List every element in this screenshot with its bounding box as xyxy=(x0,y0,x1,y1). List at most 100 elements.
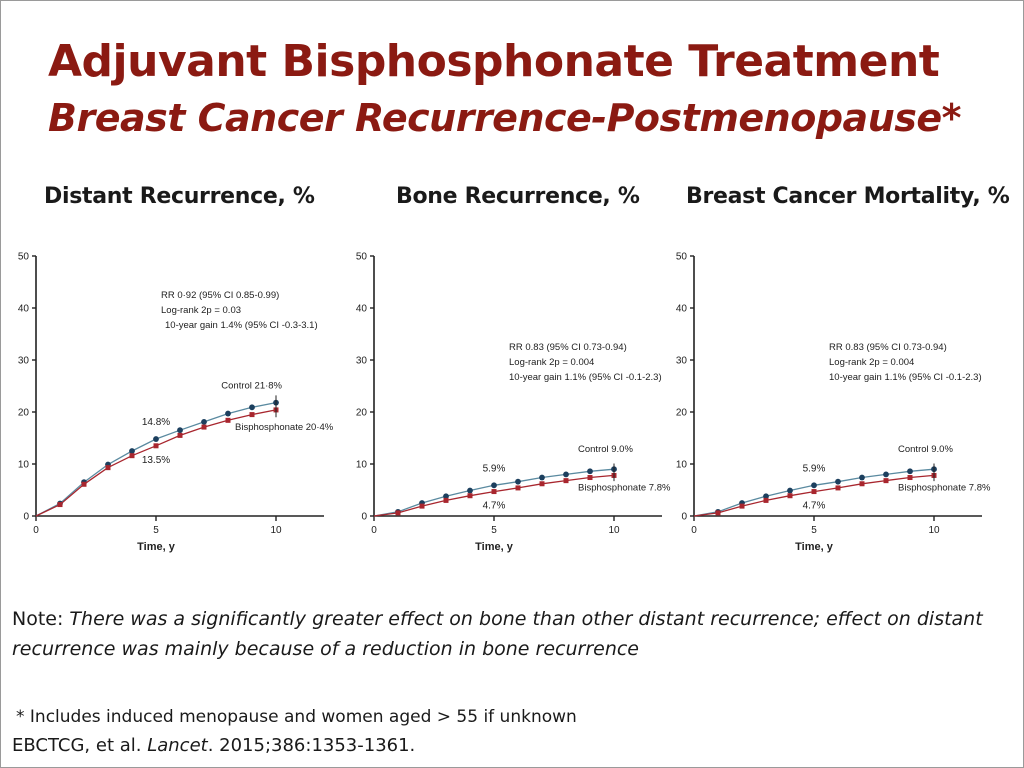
point-bisphosphonate xyxy=(715,510,721,516)
y-tick-label: 20 xyxy=(676,408,688,419)
footnote: * Includes induced menopause and women a… xyxy=(16,707,577,727)
x-tick-label: 0 xyxy=(33,525,39,536)
point-bisphosphonate xyxy=(811,489,817,495)
stats-line: Log-rank 2p = 0.03 xyxy=(161,305,241,316)
x-tick-label: 10 xyxy=(608,525,620,536)
label-control-end: Control 21·8% xyxy=(221,381,282,392)
point-control xyxy=(883,471,889,478)
y-tick-label: 40 xyxy=(356,304,368,315)
chart-title-breast-cancer-mortality: Breast Cancer Mortality, % xyxy=(686,184,1010,209)
point-control xyxy=(763,493,769,500)
chart-breast-cancer-mortality: 0 10 20 30 40 50 0 5 10 Time, y RR 0.83 (95% CI 0.… xyxy=(676,252,991,554)
point-bisphosphonate xyxy=(859,481,865,487)
point-bisphosphonate xyxy=(587,475,593,481)
point-bisphosphonate xyxy=(177,432,183,438)
stats-line: Log-rank 2p = 0.004 xyxy=(509,357,594,368)
y-tick-label: 10 xyxy=(676,460,688,471)
label-control-5y: 14.8% xyxy=(142,417,170,428)
label-bisphosphonate-5y: 4.7% xyxy=(803,501,826,512)
citation-authors: EBCTCG, et al. xyxy=(12,735,148,756)
note-text: There was a significantly greater effect… xyxy=(12,608,983,660)
point-bisphosphonate xyxy=(249,412,255,418)
point-bisphosphonate xyxy=(787,493,793,499)
point-control xyxy=(859,474,865,481)
stats-line: 10-year gain 1.1% (95% CI -0.1-2.3) xyxy=(829,372,982,383)
point-control xyxy=(515,478,521,485)
label-bisphosphonate-end: Bisphosphonate 7.8% xyxy=(578,482,671,493)
point-bisphosphonate xyxy=(419,503,425,509)
point-bisphosphonate xyxy=(105,465,111,471)
point-bisphosphonate xyxy=(443,497,449,503)
label-control-5y: 5.9% xyxy=(483,463,506,474)
point-bisphosphonate xyxy=(539,481,545,487)
chart-distant-recurrence: 0 10 20 30 40 50 0 5 10 Time, y RR 0·92 (95% CI 0.… xyxy=(18,252,334,554)
point-bisphosphonate xyxy=(201,424,207,430)
point-control xyxy=(491,482,497,489)
y-tick-label: 50 xyxy=(356,252,368,263)
point-bisphosphonate xyxy=(153,443,159,449)
slide-subtitle: Breast Cancer Recurrence-Postmenopause* xyxy=(48,96,962,140)
y-tick-label: 40 xyxy=(676,304,688,315)
x-tick-label: 5 xyxy=(811,525,817,536)
citation-journal: Lancet xyxy=(147,735,208,756)
point-bisphosphonate xyxy=(467,493,473,499)
point-bisphosphonate xyxy=(907,475,913,481)
y-tick-label: 10 xyxy=(356,460,368,471)
point-bisphosphonate xyxy=(395,510,401,516)
point-bisphosphonate xyxy=(225,417,231,423)
point-bisphosphonate xyxy=(129,453,135,459)
label-control-5y: 5.9% xyxy=(803,463,826,474)
point-bisphosphonate xyxy=(563,478,569,484)
slide-title: Adjuvant Bisphosphonate Treatment xyxy=(48,36,940,87)
chart-title-distant-recurrence: Distant Recurrence, % xyxy=(44,184,315,209)
point-control xyxy=(811,482,817,489)
x-axis-label: Time, y xyxy=(137,541,176,553)
y-tick-label: 50 xyxy=(676,252,688,263)
note: Note: There was a significantly greater … xyxy=(12,604,1012,664)
point-control xyxy=(467,487,473,494)
point-control xyxy=(787,487,793,494)
point-control xyxy=(153,436,159,442)
stats-line: RR 0.83 (95% CI 0.73-0.94) xyxy=(829,342,947,353)
y-tick-label: 0 xyxy=(361,512,367,523)
chart-bone-recurrence: 0 10 20 30 40 50 0 5 10 Time, y RR 0.83 (95% CI 0.… xyxy=(356,252,671,554)
point-bisphosphonate xyxy=(763,497,769,503)
label-bisphosphonate-5y: 13.5% xyxy=(142,455,170,466)
point-bisphosphonate xyxy=(81,481,87,487)
stats-line: Log-rank 2p = 0.004 xyxy=(829,357,914,368)
label-bisphosphonate-end: Bisphosphonate 7.8% xyxy=(898,482,991,493)
x-axis-label: Time, y xyxy=(475,541,514,553)
point-bisphosphonate xyxy=(739,503,745,509)
point-control xyxy=(835,478,841,485)
y-tick-label: 0 xyxy=(681,512,687,523)
point-control xyxy=(907,468,913,475)
point-control xyxy=(129,448,135,454)
stats-line: RR 0·92 (95% CI 0.85-0.99) xyxy=(161,290,279,301)
point-control xyxy=(177,427,183,434)
stats-line: 10-year gain 1.4% (95% CI -0.3-3.1) xyxy=(165,320,318,331)
point-bisphosphonate xyxy=(491,489,497,495)
point-control xyxy=(201,418,207,425)
label-bisphosphonate-5y: 4.7% xyxy=(483,501,506,512)
y-tick-label: 0 xyxy=(23,512,29,523)
citation: EBCTCG, et al. Lancet. 2015;386:1353-136… xyxy=(12,733,415,759)
point-bisphosphonate xyxy=(835,485,841,491)
point-bisphosphonate xyxy=(883,478,889,484)
y-tick-label: 30 xyxy=(676,356,688,367)
note-label: Note: xyxy=(12,608,70,630)
x-tick-label: 10 xyxy=(928,525,940,536)
label-control-end: Control 9.0% xyxy=(578,444,633,455)
y-tick-label: 20 xyxy=(18,408,30,419)
x-tick-label: 5 xyxy=(491,525,497,536)
x-tick-label: 0 xyxy=(371,525,377,536)
label-bisphosphonate-end: Bisphosphonate 20·4% xyxy=(235,422,334,433)
point-bisphosphonate xyxy=(57,502,63,508)
stats-line: 10-year gain 1.1% (95% CI -0.1-2.3) xyxy=(509,372,662,383)
y-tick-label: 30 xyxy=(356,356,368,367)
y-tick-label: 10 xyxy=(18,460,30,471)
y-tick-label: 30 xyxy=(18,356,30,367)
point-control xyxy=(587,468,593,475)
x-tick-label: 0 xyxy=(691,525,697,536)
point-control xyxy=(225,410,231,417)
y-tick-label: 40 xyxy=(18,304,30,315)
